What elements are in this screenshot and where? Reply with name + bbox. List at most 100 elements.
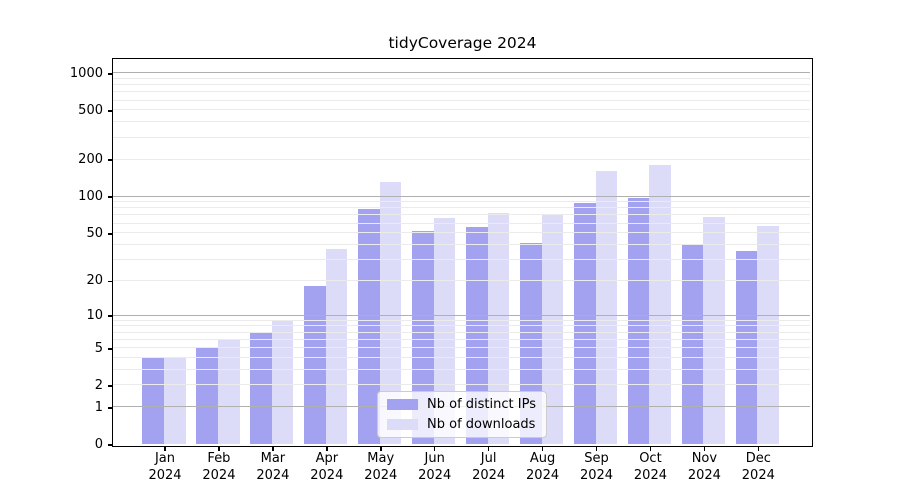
x-tick-mark-mar <box>272 447 274 451</box>
x-tick-label-month-may: May <box>367 451 395 466</box>
gridline-major-100 <box>113 195 810 197</box>
x-tick-mark-sep <box>595 447 598 451</box>
plot-area <box>112 58 813 447</box>
legend-swatch-downloads <box>387 419 419 430</box>
gridline-minor-40 <box>113 243 810 245</box>
bar-nb-of-distinct-ips-jul <box>466 226 488 444</box>
x-tick-mark-aug <box>541 447 544 451</box>
y-tick-label-100: 100 <box>78 189 103 205</box>
x-tick-label-month-jan: Jan <box>154 451 176 466</box>
y-tick-label-1: 1 <box>94 399 103 415</box>
x-tick-label-dec: Dec 2024 <box>723 451 793 484</box>
gridline-minor-600 <box>113 99 810 101</box>
y-tick-label-200: 200 <box>78 152 103 168</box>
bar-nb-of-downloads-jan <box>164 357 186 444</box>
gridline-minor-8 <box>113 325 810 327</box>
legend-item-downloads: Nb of downloads <box>387 416 536 433</box>
y-tick-mark-1000 <box>108 72 112 75</box>
gridline-minor-60 <box>113 222 810 224</box>
y-tick-mark-500 <box>108 110 112 112</box>
legend-swatch-distinct-ips <box>387 399 419 410</box>
gridline-minor-7 <box>113 331 810 333</box>
x-tick-label-month-aug: Aug <box>529 451 556 466</box>
gridline-minor-800 <box>113 84 810 86</box>
x-tick-label-year-jul: 2024 <box>472 467 506 483</box>
bar-nb-of-downloads-sep <box>595 170 618 444</box>
y-tick-label-50: 50 <box>86 225 103 241</box>
bar-nb-of-downloads-jul <box>487 213 510 444</box>
x-tick-label-jan: Jan 2024 <box>130 451 200 484</box>
x-tick-label-month-jul: Jul <box>480 451 497 466</box>
y-tick-label-20: 20 <box>86 273 103 289</box>
y-tick-label-1000: 1000 <box>69 65 103 81</box>
gridline-minor-500 <box>113 109 810 111</box>
y-tick-label-5: 5 <box>94 340 103 356</box>
bar-nb-of-distinct-ips-feb <box>196 347 218 444</box>
y-tick-label-2: 2 <box>94 377 103 393</box>
x-tick-label-sep: Sep 2024 <box>562 451 632 484</box>
x-tick-label-month-sep: Sep <box>584 451 609 466</box>
x-tick-label-month-mar: Mar <box>260 451 286 466</box>
gridline-minor-200 <box>113 158 810 160</box>
x-tick-label-year-apr: 2024 <box>310 467 344 483</box>
bar-nb-of-downloads-nov <box>703 217 725 444</box>
x-tick-label-year-dec: 2024 <box>741 467 775 483</box>
x-tick-label-year-may: 2024 <box>364 467 398 483</box>
legend-label-downloads: Nb of downloads <box>427 417 536 432</box>
x-tick-label-month-dec: Dec <box>745 451 771 466</box>
x-tick-label-year-sep: 2024 <box>579 467 614 483</box>
x-tick-label-year-jun: 2024 <box>418 467 452 483</box>
y-tick-label-500: 500 <box>78 102 103 118</box>
x-tick-mark-jun <box>433 447 436 451</box>
gridline-minor-20 <box>113 279 810 281</box>
gridline-minor-900 <box>113 77 810 79</box>
x-tick-label-nov: Nov 2024 <box>669 451 739 484</box>
x-tick-label-mar: Mar 2024 <box>238 451 308 484</box>
x-tick-label-jul: Jul 2024 <box>454 451 524 484</box>
x-tick-mark-oct <box>649 447 652 451</box>
bar-nb-of-distinct-ips-mar <box>250 332 272 444</box>
y-tick-mark-10 <box>108 315 112 317</box>
y-tick-mark-1 <box>108 406 112 409</box>
gridline-major-10 <box>113 314 810 316</box>
y-tick-mark-2 <box>108 385 112 387</box>
x-tick-label-aug: Aug 2024 <box>508 451 578 484</box>
x-tick-label-month-nov: Nov <box>691 451 718 466</box>
x-tick-mark-nov <box>703 447 706 451</box>
y-tick-mark-5 <box>108 347 112 350</box>
gridline-minor-30 <box>113 258 810 260</box>
gridline-minor-9 <box>113 319 810 321</box>
x-tick-label-year-jan: 2024 <box>148 467 182 483</box>
x-tick-label-may: May 2024 <box>346 451 416 484</box>
x-tick-label-month-feb: Feb <box>207 451 231 466</box>
x-tick-label-month-jun: Jun <box>424 451 445 466</box>
bar-nb-of-distinct-ips-sep <box>573 202 596 444</box>
bar-nb-of-downloads-mar <box>271 320 294 444</box>
y-tick-label-10: 10 <box>86 308 103 324</box>
bar-nb-of-distinct-ips-jun <box>412 230 434 444</box>
y-tick-mark-0 <box>108 444 112 446</box>
x-tick-mark-dec <box>757 447 760 451</box>
gridline-minor-70 <box>113 214 810 216</box>
x-tick-label-feb: Feb 2024 <box>184 451 254 484</box>
y-tick-mark-50 <box>108 232 112 235</box>
gridline-minor-50 <box>113 232 810 234</box>
x-tick-label-year-mar: 2024 <box>256 467 290 483</box>
plot-inner <box>113 59 810 444</box>
bar-nb-of-downloads-aug <box>541 214 564 444</box>
gridline-minor-80 <box>113 207 810 209</box>
legend-label-distinct-ips: Nb of distinct IPs <box>427 397 536 412</box>
x-tick-mark-jul <box>487 447 490 451</box>
x-tick-label-oct: Oct 2024 <box>615 451 685 484</box>
chart-title: tidyCoverage 2024 <box>388 34 537 52</box>
x-tick-label-month-oct: Oct <box>639 451 662 466</box>
bar-nb-of-distinct-ips-apr <box>304 285 326 444</box>
y-tick-label-0: 0 <box>94 437 103 452</box>
gridline-minor-6 <box>113 338 810 340</box>
gridline-minor-300 <box>113 136 810 138</box>
gridline-minor-2 <box>113 384 810 386</box>
x-tick-label-year-feb: 2024 <box>202 467 236 483</box>
gridline-minor-3 <box>113 369 810 370</box>
y-tick-mark-200 <box>108 159 112 161</box>
bar-nb-of-downloads-jun <box>433 218 456 444</box>
